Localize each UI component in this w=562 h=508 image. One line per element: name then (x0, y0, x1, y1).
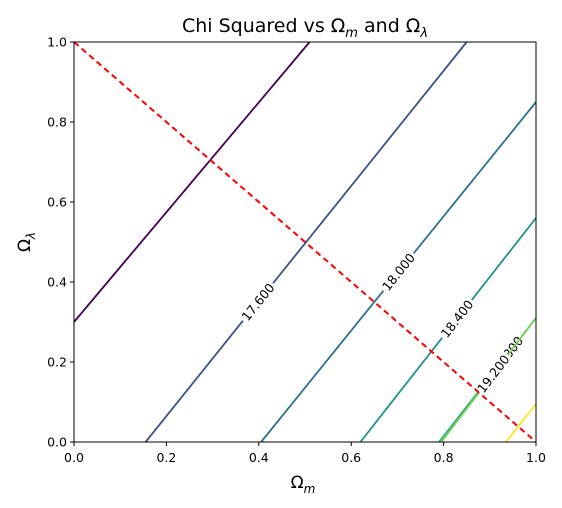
y-tick-label: 0.0 (47, 435, 67, 450)
chart-title: Chi Squared vs Ωm and Ωλ (182, 15, 428, 41)
y-tick-label: 0.4 (47, 275, 67, 290)
contour-label-gap (235, 277, 281, 327)
contour-line-17.4 (73, 41, 311, 323)
x-tick-label: 0.2 (156, 450, 176, 465)
x-tick-label: 0.4 (249, 450, 269, 465)
x-tick-label: 0.0 (64, 450, 84, 465)
contour-line-19.6 (505, 403, 537, 443)
contour-label-gap (376, 247, 421, 297)
contour-label-gap (435, 294, 479, 344)
x-tick-label: 1.0 (526, 450, 546, 465)
x-tick-label: 0.8 (434, 450, 454, 465)
y-axis: 0.0 0.2 0.4 0.6 0.8 1.0 (47, 35, 74, 450)
y-tick-label: 1.0 (47, 35, 67, 50)
y-tick-label: 0.8 (47, 115, 67, 130)
y-tick-label: 0.6 (47, 195, 67, 210)
x-tick-label: 0.6 (341, 450, 361, 465)
y-axis-label: Ωλ (15, 232, 38, 252)
contour-line-17.6 (144, 41, 468, 443)
x-axis-label: Ωm (291, 473, 316, 496)
x-axis: 0.0 0.2 0.4 0.6 0.8 1.0 (64, 442, 546, 465)
y-tick-label: 0.2 (47, 355, 67, 370)
reference-dashed-line (73, 41, 537, 443)
contour-label-gap (471, 349, 516, 399)
plot-frame (73, 41, 537, 443)
